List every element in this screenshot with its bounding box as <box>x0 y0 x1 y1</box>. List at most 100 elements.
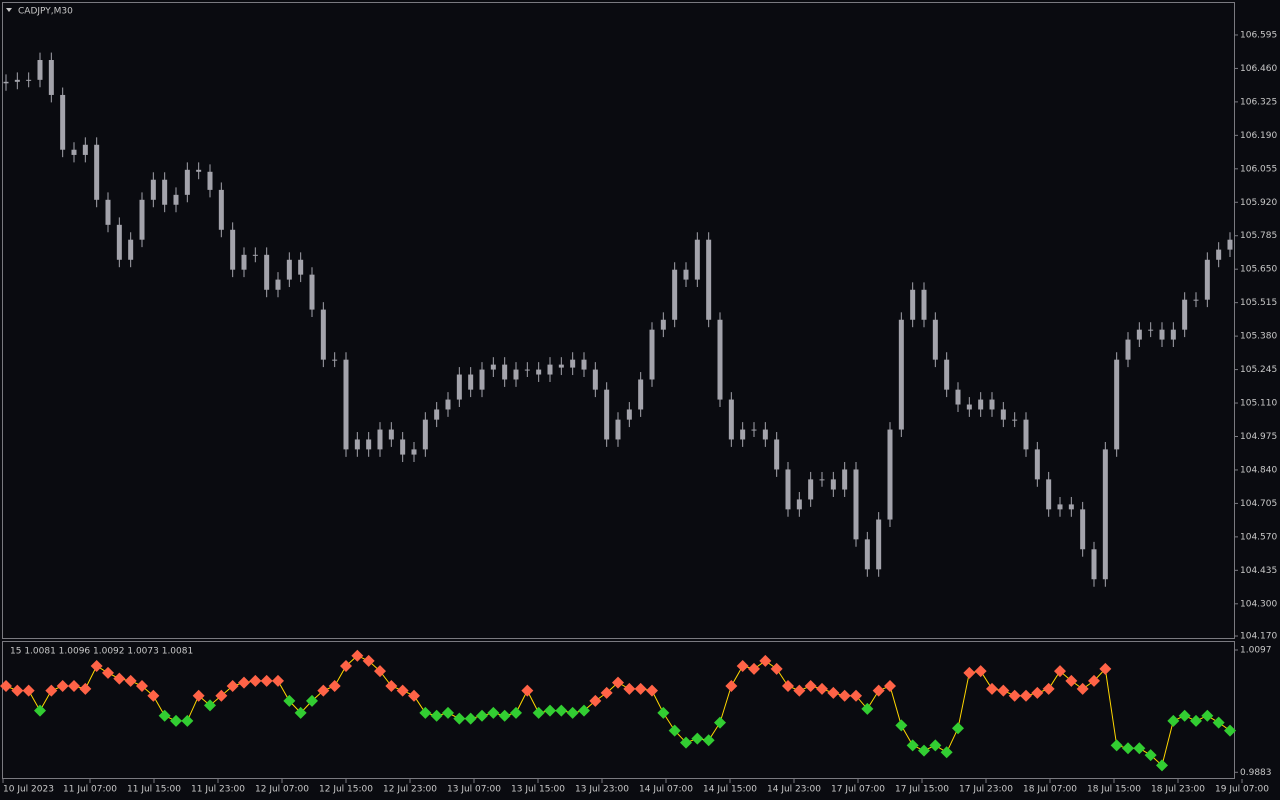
candle-body <box>1182 299 1188 330</box>
diamond-marker <box>725 680 738 692</box>
diamond-marker <box>702 734 715 747</box>
candle-body <box>116 224 122 260</box>
candle-body <box>774 439 780 470</box>
candle-body <box>1091 549 1097 580</box>
diamond-marker <box>442 706 454 719</box>
diamond-marker <box>215 689 228 702</box>
candle-body <box>1227 239 1233 250</box>
diamond-marker <box>238 676 250 689</box>
diamond-marker <box>918 744 930 757</box>
y-tick-label: 106.190 <box>1240 131 1277 141</box>
candle-body <box>728 399 734 440</box>
diamond-marker <box>816 682 828 695</box>
candle-body <box>524 369 530 371</box>
symbol-title: CADJPY,M30 <box>18 7 73 17</box>
candle-body <box>105 199 111 225</box>
diamond-marker <box>521 684 534 697</box>
diamond-marker <box>1088 674 1100 687</box>
diamond-marker <box>850 689 862 702</box>
candle-body <box>60 94 66 150</box>
candle-body <box>332 359 338 361</box>
x-tick-label: 10 Jul 2023 <box>3 785 54 795</box>
diamond-marker <box>940 746 953 759</box>
diamond-marker <box>680 736 692 749</box>
diamond-marker <box>374 665 386 678</box>
diamond-marker <box>226 680 239 692</box>
diamond-marker <box>1156 759 1168 772</box>
diamond-marker <box>283 694 296 707</box>
candle-body <box>1159 329 1165 340</box>
candle-body <box>309 274 315 310</box>
diamond-marker <box>1076 682 1089 695</box>
candle-body <box>1204 259 1210 300</box>
y-tick-label: 105.920 <box>1240 198 1277 208</box>
menu-arrow[interactable] <box>6 8 12 12</box>
diamond-marker <box>1031 686 1044 699</box>
diamond-marker <box>634 682 647 695</box>
candle-body <box>82 144 88 155</box>
y-tick-label: 0.9883 <box>1240 768 1272 778</box>
candle-body <box>94 144 100 200</box>
y-tick-label: 104.975 <box>1240 432 1277 442</box>
candle-body <box>638 379 644 410</box>
x-tick-label: 12 Jul 23:00 <box>383 785 437 795</box>
diamond-marker <box>623 682 636 695</box>
candle-body <box>898 319 904 430</box>
diamond-marker <box>861 702 874 715</box>
x-tick-label: 14 Jul 23:00 <box>767 785 821 795</box>
diamond-marker <box>657 706 670 719</box>
x-tick-label: 19 Jul 07:00 <box>1215 785 1269 795</box>
x-tick-label: 13 Jul 07:00 <box>447 785 501 795</box>
candle-body <box>989 399 995 410</box>
candle-body <box>366 439 372 450</box>
y-tick-label: 104.840 <box>1240 465 1277 475</box>
diamond-marker <box>544 704 556 717</box>
diamond-marker <box>906 739 919 752</box>
diamond-marker <box>646 684 658 697</box>
candle-body <box>842 469 848 490</box>
diamond-marker <box>306 694 318 707</box>
y-tick-label: 104.300 <box>1240 599 1277 609</box>
indicator-label: 15 1.0081 1.0096 1.0092 1.0073 1.0081 <box>10 647 193 657</box>
diamond-marker <box>1224 724 1236 737</box>
diamond-marker <box>1178 709 1191 722</box>
y-tick-label: 106.325 <box>1240 97 1277 107</box>
diamond-marker <box>1065 674 1078 687</box>
candle-body <box>196 169 202 172</box>
candle-body <box>1012 419 1018 421</box>
diamond-marker <box>0 680 12 692</box>
diamond-marker <box>1122 742 1134 755</box>
y-tick-label: 104.435 <box>1240 566 1277 576</box>
diamond-marker <box>1201 709 1214 722</box>
y-tick-label: 106.460 <box>1240 64 1277 74</box>
diamond-marker <box>1144 749 1157 762</box>
candle-body <box>162 179 168 205</box>
candle-body <box>490 364 496 370</box>
candle-body <box>955 389 961 405</box>
diamond-marker <box>1008 689 1021 702</box>
candle-body <box>717 319 723 400</box>
diamond-marker <box>158 709 171 722</box>
candle-body <box>218 189 224 230</box>
candle-body <box>1125 339 1131 360</box>
candle-body <box>683 269 689 280</box>
x-tick-label: 14 Jul 07:00 <box>639 785 693 795</box>
candle-body <box>1046 479 1052 510</box>
candle-body <box>422 419 428 450</box>
candle-body <box>1136 329 1142 340</box>
x-tick-label: 12 Jul 07:00 <box>255 785 309 795</box>
diamond-marker <box>612 676 624 689</box>
candle-body <box>740 429 746 440</box>
y-tick-label: 106.055 <box>1240 164 1277 174</box>
diamond-marker <box>827 686 840 699</box>
x-tick-label: 17 Jul 15:00 <box>895 785 949 795</box>
indicator-frame <box>2 641 1235 779</box>
diamond-marker <box>260 674 273 687</box>
candle-body <box>1170 329 1176 340</box>
diamond-marker <box>929 739 942 752</box>
candle-body <box>672 269 678 320</box>
candle-body <box>320 309 326 360</box>
candle-body <box>468 374 474 390</box>
diamond-marker <box>362 654 375 667</box>
candle-body <box>1080 509 1086 550</box>
